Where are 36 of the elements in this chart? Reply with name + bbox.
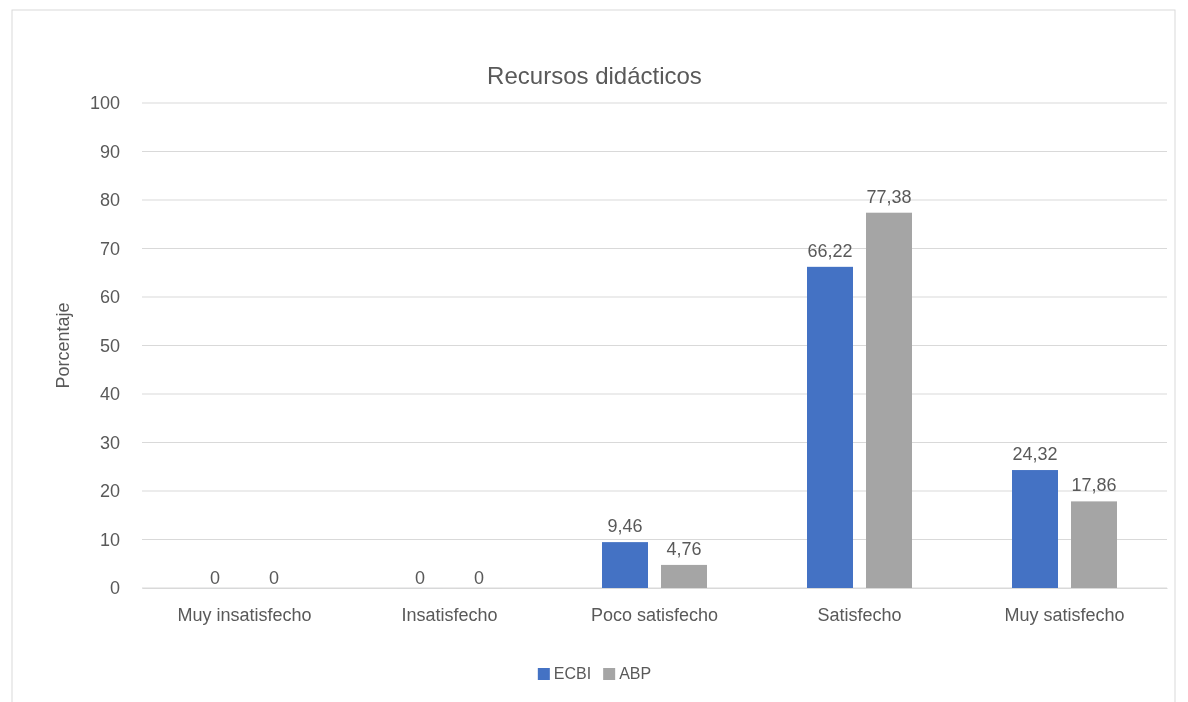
y-tick-label: 70 [99,238,120,259]
data-label: 0 [209,568,221,588]
x-tick-label: Insatisfecho [401,604,498,625]
y-tick-label: 50 [99,335,120,356]
y-tick-label: 20 [99,481,120,502]
bar [602,542,648,588]
data-label: 0 [473,568,485,588]
y-axis-title: Porcentaje [53,302,73,389]
y-tick-label: 80 [99,190,120,211]
data-label: 0 [414,568,426,588]
y-tick-label: 10 [99,529,120,550]
y-tick-label: 30 [99,432,120,453]
y-tick-label: 40 [99,384,120,405]
data-label: 9,46 [607,516,643,537]
data-label: 17,86 [1071,475,1117,496]
bar [1012,470,1058,588]
data-label: 0 [268,568,280,588]
legend-label: ABP [619,665,652,682]
bar [807,266,853,588]
y-tick-label: 60 [99,287,120,308]
y-tick-label: 100 [89,93,120,114]
y-tick-label: 90 [99,141,120,162]
legend-label: ECBI [553,665,592,682]
y-tick-label: 0 [109,578,120,599]
data-label: 77,38 [866,186,912,207]
x-tick-label: Satisfecho [817,604,902,625]
x-tick-label: Muy satisfecho [1004,604,1125,625]
x-tick-label: Poco satisfecho [590,604,719,625]
bar [1071,501,1117,588]
data-label: 4,76 [666,538,702,559]
x-tick-label: Muy insatisfecho [177,604,312,625]
bar [661,564,707,588]
bar [866,212,912,588]
data-label: 24,32 [1012,444,1058,465]
chart-title: Recursos didácticos [487,62,702,89]
data-label: 66,22 [807,240,853,261]
